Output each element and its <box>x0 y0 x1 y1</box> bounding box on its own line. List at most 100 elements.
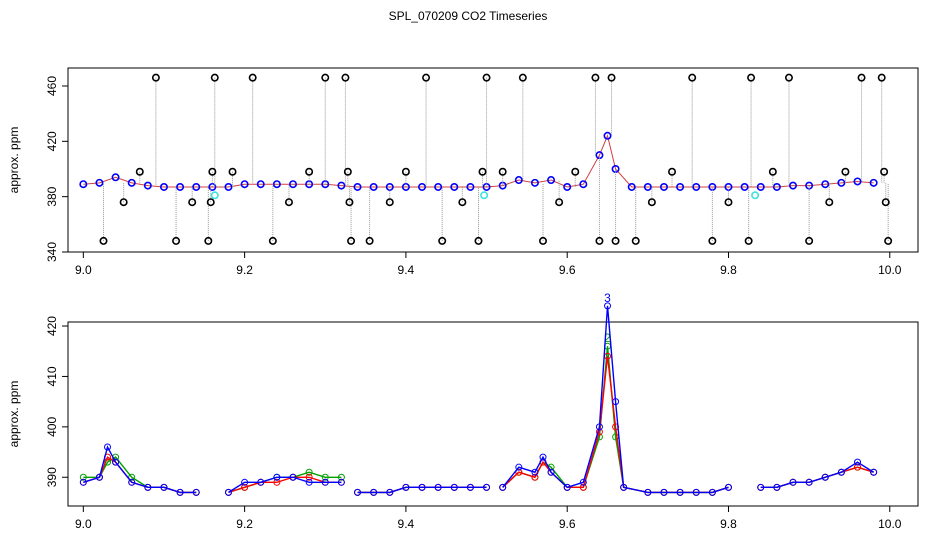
data-point <box>210 73 219 82</box>
data-point <box>482 73 491 82</box>
data-point <box>821 180 830 189</box>
data-point <box>877 73 886 82</box>
data-point <box>95 473 103 481</box>
data-point <box>747 73 756 82</box>
data-point <box>644 488 652 496</box>
x-tick-label: 9.8 <box>720 263 737 277</box>
data-point <box>112 458 120 466</box>
data-point <box>784 73 793 82</box>
data-point <box>499 483 507 491</box>
data-point <box>172 236 181 245</box>
data-point <box>418 182 427 191</box>
data-point <box>530 178 539 187</box>
plot-frame <box>67 321 919 507</box>
x-tick-label: 10.0 <box>878 517 902 531</box>
data-point <box>402 483 410 491</box>
data-point <box>724 483 732 491</box>
data-point <box>128 478 136 486</box>
data-point <box>841 167 850 176</box>
data-point <box>724 198 733 207</box>
data-point <box>268 236 277 245</box>
data-point <box>825 198 834 207</box>
data-point <box>273 473 281 481</box>
data-point <box>854 458 862 466</box>
data-point <box>241 478 249 486</box>
series-line <box>83 134 874 188</box>
data-point <box>273 478 281 486</box>
data-point <box>538 236 547 245</box>
data-point <box>248 73 257 82</box>
data-point <box>256 180 265 189</box>
y-tick-label: 410 <box>45 366 59 386</box>
data-point <box>337 473 345 481</box>
data-point <box>611 236 620 245</box>
data-point <box>450 182 459 191</box>
data-point <box>591 73 600 82</box>
data-point <box>176 182 185 191</box>
data-point <box>789 478 797 486</box>
data-point <box>321 180 330 189</box>
data-point <box>204 236 213 245</box>
data-point <box>805 478 813 486</box>
data-point <box>595 423 603 431</box>
data-point <box>708 488 716 496</box>
data-point <box>321 478 329 486</box>
data-point <box>289 473 297 481</box>
data-point <box>474 236 483 245</box>
data-point <box>422 73 431 82</box>
data-point <box>288 180 297 189</box>
data-point <box>385 198 394 207</box>
data-point <box>854 463 862 471</box>
data-point <box>224 182 233 191</box>
data-point <box>135 167 144 176</box>
data-point <box>612 398 620 406</box>
x-tick-label: 9.4 <box>398 517 415 531</box>
x-tick-label: 9.2 <box>236 517 253 531</box>
data-point <box>128 473 136 481</box>
y-tick-label: 420 <box>45 316 59 336</box>
data-point <box>208 167 217 176</box>
data-point <box>104 443 112 451</box>
data-point <box>515 468 523 476</box>
data-point <box>337 478 345 486</box>
x-tick-label: 10.0 <box>878 263 902 277</box>
data-point <box>354 488 362 496</box>
data-point <box>744 236 753 245</box>
data-point <box>627 182 636 191</box>
data-point <box>305 478 313 486</box>
data-point <box>884 236 893 245</box>
data-point <box>643 182 652 191</box>
data-point <box>458 198 467 207</box>
series-line <box>502 305 729 494</box>
data-point <box>837 468 845 476</box>
data-point <box>595 236 604 245</box>
data-point <box>159 182 168 191</box>
data-point <box>418 483 426 491</box>
data-point <box>401 167 410 176</box>
data-point <box>240 180 249 189</box>
y-axis-label: approx. ppm <box>7 127 21 194</box>
data-point <box>881 198 890 207</box>
data-point <box>99 236 108 245</box>
data-point <box>483 483 491 491</box>
data-point <box>870 468 878 476</box>
data-point <box>341 73 350 82</box>
data-point <box>539 453 547 461</box>
x-tick-label: 9.6 <box>559 517 576 531</box>
data-point <box>498 167 507 176</box>
x-tick-label: 9.0 <box>75 263 92 277</box>
point-marker: 3 <box>604 291 611 305</box>
data-point <box>692 488 700 496</box>
data-point <box>676 182 685 191</box>
chart-title: SPL_070209 CO2 Timeseries <box>389 9 548 23</box>
data-point <box>647 198 656 207</box>
data-point <box>768 167 777 176</box>
data-point <box>321 473 329 481</box>
data-point <box>305 473 313 481</box>
x-tick-label: 9.4 <box>398 263 415 277</box>
data-point <box>547 176 556 185</box>
data-point <box>127 178 136 187</box>
data-point <box>241 483 249 491</box>
data-point <box>111 173 120 182</box>
